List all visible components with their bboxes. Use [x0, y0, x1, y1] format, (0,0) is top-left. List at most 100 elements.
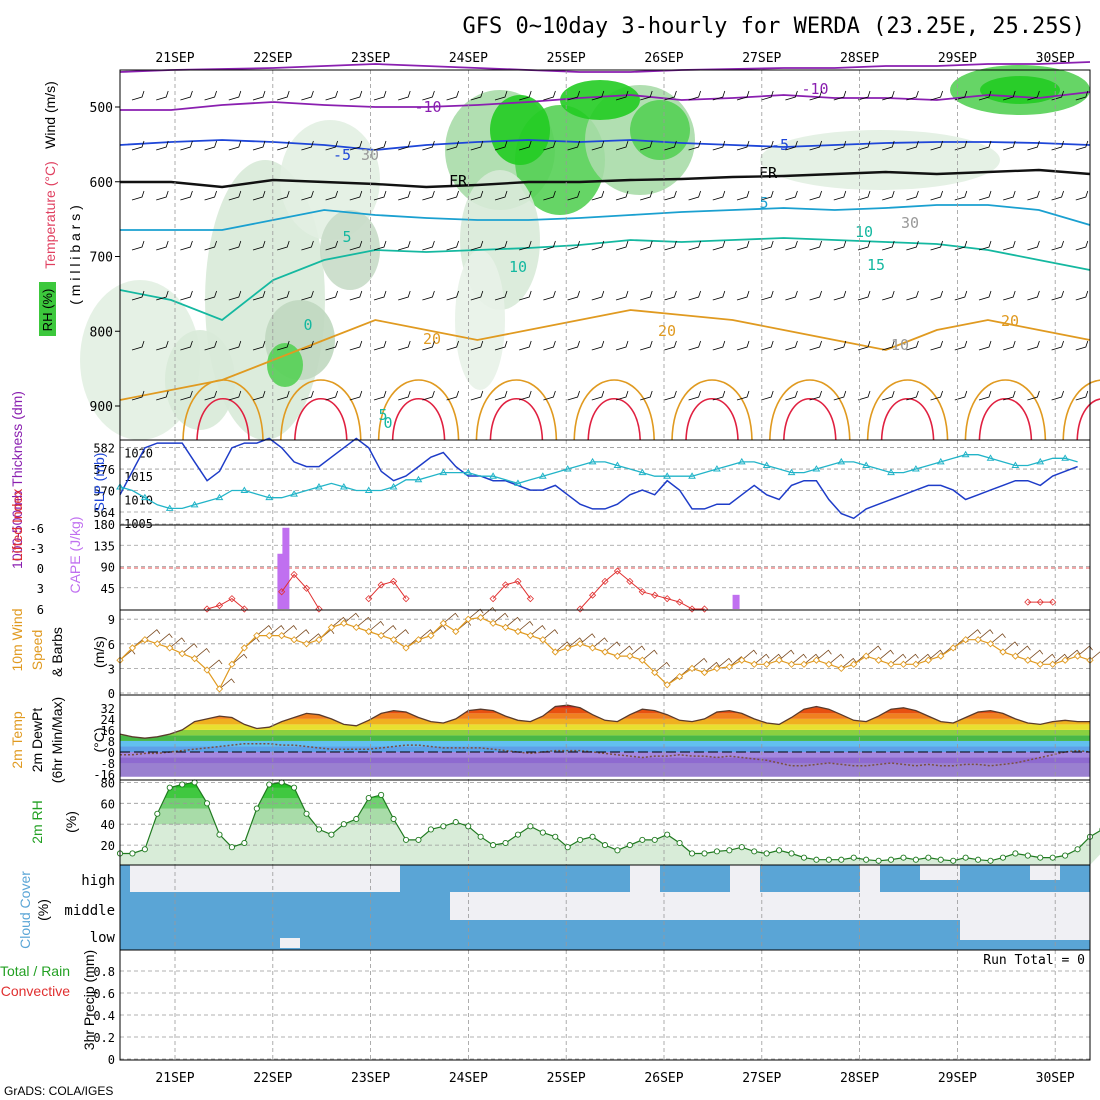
wind-barb — [301, 190, 314, 201]
wind-barb — [803, 653, 820, 665]
wind-barb — [640, 140, 653, 151]
rh-marker — [241, 839, 248, 847]
wind-barb — [615, 390, 629, 401]
wind-barb — [446, 340, 459, 351]
wind-barb — [131, 140, 145, 151]
wind-barb — [567, 90, 580, 101]
wind-barb — [882, 290, 895, 301]
wind-barb — [268, 625, 285, 636]
rh-marker — [701, 850, 708, 857]
isotherm-label: FR — [759, 164, 778, 182]
wind-barb — [204, 190, 217, 201]
wind-barb — [688, 90, 701, 101]
wind-ytick-label: 3 — [108, 662, 115, 676]
precip-ylabel-convective: Convective — [1, 983, 70, 999]
thickness-marker — [961, 450, 970, 458]
wind-barb — [761, 90, 774, 101]
thickness-marker — [489, 472, 497, 479]
cloud-clear — [860, 865, 880, 892]
wind-speed-marker — [327, 623, 336, 632]
wind-ylabel-2: Speed — [29, 630, 45, 670]
rh-shading — [980, 76, 1060, 104]
wind-speed-marker — [700, 668, 709, 677]
rh-marker — [713, 848, 720, 855]
cloud-clear — [920, 865, 960, 880]
wind-barb — [293, 629, 310, 641]
cape-bar — [282, 527, 290, 609]
lifted-index-line — [206, 597, 245, 610]
warm-contour — [1076, 398, 1100, 441]
lifted-index-marker — [228, 595, 236, 603]
wind-barb — [1075, 240, 1089, 251]
rh-marker — [166, 784, 173, 791]
date-label-bottom: 24SEP — [449, 1071, 488, 1086]
wind-barb — [567, 390, 580, 401]
wind-speed-marker — [588, 644, 597, 652]
wind-speed-marker — [675, 672, 684, 681]
wind-barb — [368, 620, 385, 632]
isotherm-label: -5 — [771, 136, 789, 154]
wind-barb — [204, 340, 217, 351]
wind-barb — [422, 290, 435, 301]
warm-contour — [294, 398, 348, 441]
wind-barb — [252, 390, 266, 401]
wind-barb — [965, 629, 981, 641]
wind-barb — [325, 390, 338, 401]
wind-speed-marker — [738, 656, 746, 664]
wind-barb — [301, 340, 314, 351]
date-label-top: 23SEP — [351, 51, 390, 66]
profile-ylabel-millibars: ( m i l l i b a r s ) — [67, 205, 83, 305]
wind-speed-marker — [240, 644, 248, 652]
wind-barb — [181, 643, 198, 654]
rh-marker — [179, 781, 186, 788]
wind-barb — [882, 240, 895, 251]
wind-barb — [833, 90, 847, 101]
wind-barb — [766, 653, 782, 665]
rh-marker — [863, 856, 870, 863]
wind-barb — [554, 641, 571, 653]
rh-marker — [651, 836, 658, 843]
rh-shading — [165, 330, 235, 430]
wind-barb — [398, 390, 411, 401]
cloud-clear — [630, 865, 660, 892]
lifted-index-marker — [290, 570, 298, 579]
rh-marker — [962, 854, 969, 861]
date-label-top: 29SEP — [938, 51, 977, 66]
temp-band — [120, 705, 1090, 708]
wind-speed-marker — [1036, 660, 1044, 668]
wind-barb — [567, 290, 580, 301]
rh-marker — [477, 833, 484, 840]
wind-speed-marker — [215, 685, 224, 693]
wind-barb — [349, 390, 363, 401]
wind-ylabel-1: 10m Wind — [9, 608, 25, 671]
rh-marker — [987, 857, 994, 864]
isotherm-line — [119, 139, 1091, 151]
wind-barb — [712, 390, 726, 401]
rh-marker — [564, 844, 571, 851]
warm-contour — [182, 379, 264, 441]
wind-barb — [640, 240, 653, 251]
wind-barb — [1040, 653, 1056, 665]
temp-band — [120, 746, 1090, 752]
rh-marker — [191, 779, 198, 786]
lifted-index-marker — [514, 577, 522, 585]
wind-barb — [180, 240, 193, 251]
wind-barb — [930, 340, 943, 351]
wind-barb — [343, 612, 360, 624]
wind-barb — [543, 140, 556, 151]
rh-marker — [689, 850, 696, 857]
rh-marker — [340, 821, 347, 828]
wind-barb — [688, 240, 701, 251]
wind-barb — [306, 633, 322, 645]
wind-barb — [954, 390, 968, 401]
wind-barb — [519, 240, 532, 251]
wind-barb — [1075, 290, 1089, 301]
wind-barb — [1015, 645, 1031, 657]
date-label-bottom: 25SEP — [547, 1071, 586, 1086]
wind-barb — [1002, 641, 1019, 653]
wind-barb — [398, 190, 411, 201]
wind-speed-marker — [228, 660, 236, 668]
warm-contour — [685, 398, 739, 441]
rh-ytick-label: 20 — [101, 839, 115, 853]
wind-barb — [906, 290, 919, 301]
